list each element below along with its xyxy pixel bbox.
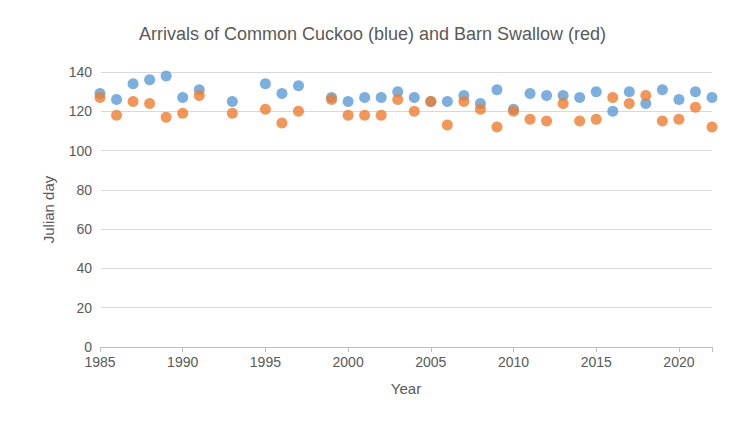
- svg-text:2020: 2020: [663, 354, 694, 370]
- svg-text:1990: 1990: [167, 354, 198, 370]
- svg-text:0: 0: [84, 339, 92, 355]
- svg-text:60: 60: [76, 221, 92, 237]
- svg-text:1995: 1995: [250, 354, 281, 370]
- svg-text:100: 100: [69, 143, 93, 159]
- svg-text:1985: 1985: [84, 354, 115, 370]
- svg-text:140: 140: [69, 64, 93, 80]
- svg-text:20: 20: [76, 300, 92, 316]
- svg-text:Julian day: Julian day: [40, 175, 57, 243]
- svg-text:2010: 2010: [498, 354, 529, 370]
- svg-text:2005: 2005: [415, 354, 446, 370]
- svg-text:120: 120: [69, 103, 93, 119]
- svg-text:2000: 2000: [333, 354, 364, 370]
- svg-text:80: 80: [76, 182, 92, 198]
- svg-text:40: 40: [76, 260, 92, 276]
- svg-text:Year: Year: [391, 380, 421, 397]
- svg-text:2015: 2015: [581, 354, 612, 370]
- svg-text:Arrivals of Common Cuckoo (blu: Arrivals of Common Cuckoo (blue) and Bar…: [139, 24, 606, 44]
